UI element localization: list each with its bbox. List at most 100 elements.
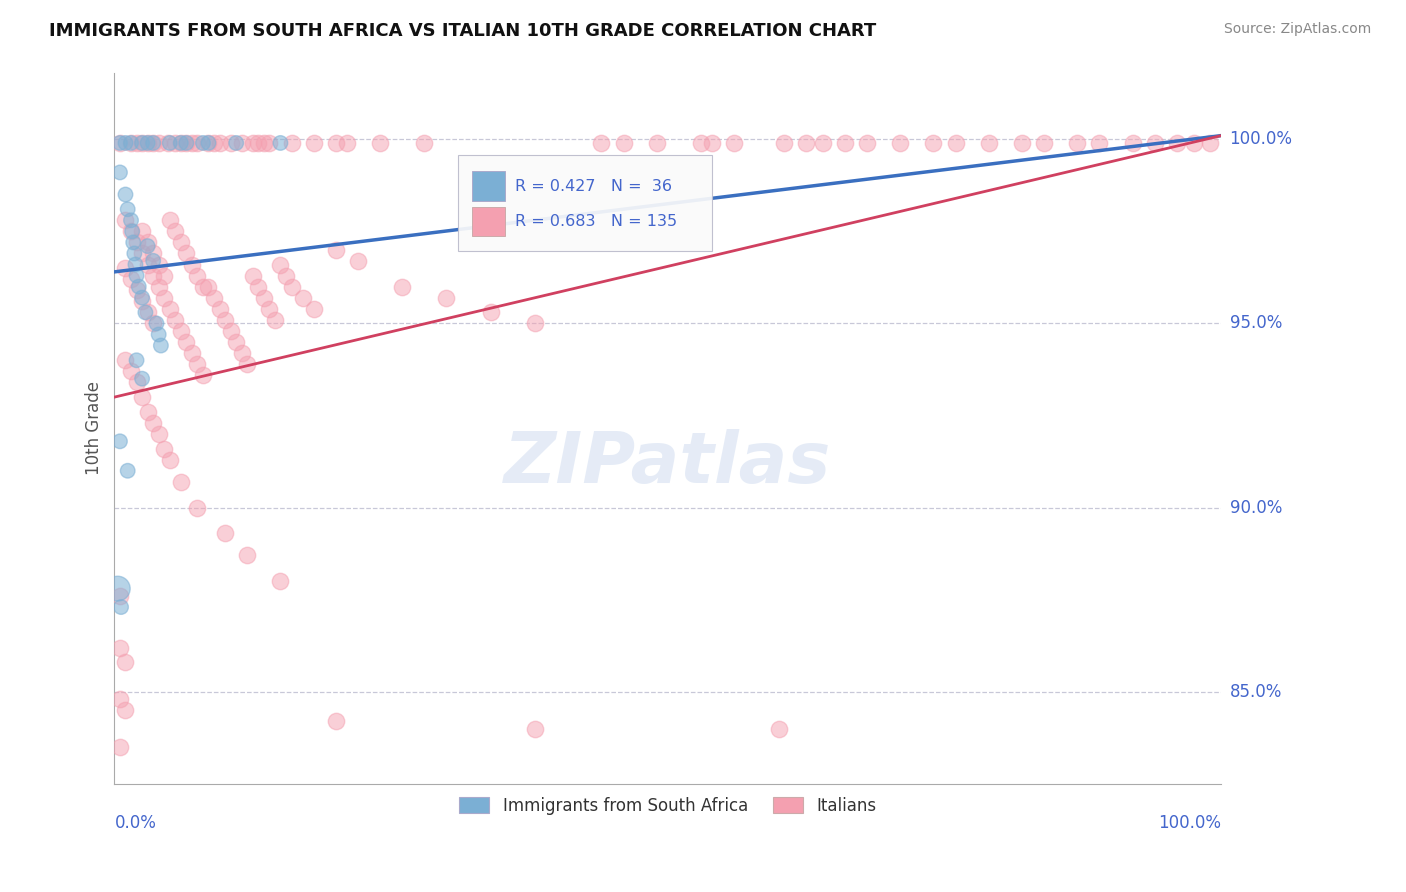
- Point: [269, 574, 291, 589]
- Point: [247, 136, 270, 150]
- Point: [368, 136, 391, 150]
- Point: [176, 136, 198, 150]
- Point: [347, 253, 370, 268]
- Point: [208, 136, 231, 150]
- Point: [773, 136, 796, 150]
- Point: [114, 655, 136, 669]
- Point: [723, 136, 745, 150]
- Point: [274, 268, 297, 283]
- Point: [107, 582, 129, 596]
- Point: [148, 258, 170, 272]
- Point: [612, 136, 634, 150]
- Point: [136, 235, 159, 250]
- Text: R = 0.427   N =  36: R = 0.427 N = 36: [515, 178, 672, 194]
- Point: [114, 703, 136, 717]
- Point: [186, 268, 208, 283]
- Point: [219, 324, 242, 338]
- Point: [125, 235, 148, 250]
- Point: [159, 301, 181, 316]
- Point: [136, 136, 159, 150]
- Point: [325, 714, 347, 729]
- Point: [591, 136, 613, 150]
- Point: [269, 136, 291, 150]
- Point: [124, 246, 146, 260]
- Point: [176, 246, 198, 260]
- Point: [142, 136, 165, 150]
- Point: [170, 136, 193, 150]
- Point: [242, 268, 264, 283]
- Point: [302, 301, 325, 316]
- Point: [208, 301, 231, 316]
- Text: 0.0%: 0.0%: [114, 814, 156, 832]
- Point: [125, 353, 148, 368]
- Point: [413, 136, 436, 150]
- Point: [1088, 136, 1111, 150]
- Point: [945, 136, 967, 150]
- Point: [136, 239, 159, 253]
- Text: 90.0%: 90.0%: [1230, 499, 1282, 516]
- Point: [191, 279, 214, 293]
- Text: IMMIGRANTS FROM SOUTH AFRICA VS ITALIAN 10TH GRADE CORRELATION CHART: IMMIGRANTS FROM SOUTH AFRICA VS ITALIAN …: [49, 22, 876, 40]
- Point: [977, 136, 1000, 150]
- FancyBboxPatch shape: [472, 207, 505, 236]
- Point: [131, 390, 153, 404]
- Point: [156, 136, 179, 150]
- Point: [219, 136, 242, 150]
- Point: [524, 317, 547, 331]
- Point: [120, 272, 142, 286]
- Point: [120, 213, 142, 227]
- Point: [120, 364, 142, 378]
- Point: [142, 136, 165, 150]
- Point: [191, 136, 214, 150]
- Point: [176, 334, 198, 349]
- Point: [176, 136, 198, 150]
- Point: [231, 136, 253, 150]
- Point: [128, 279, 150, 293]
- Point: [131, 136, 153, 150]
- Point: [108, 589, 131, 603]
- Point: [136, 305, 159, 319]
- Point: [197, 136, 219, 150]
- Point: [269, 258, 291, 272]
- Point: [131, 372, 153, 386]
- FancyBboxPatch shape: [472, 171, 505, 201]
- Point: [225, 136, 247, 150]
- Point: [180, 258, 202, 272]
- Point: [165, 312, 187, 326]
- Point: [108, 692, 131, 706]
- Point: [214, 526, 236, 541]
- Point: [159, 452, 181, 467]
- Point: [291, 291, 314, 305]
- Text: 100.0%: 100.0%: [1230, 130, 1292, 148]
- Point: [1033, 136, 1056, 150]
- Point: [794, 136, 817, 150]
- Text: 85.0%: 85.0%: [1230, 682, 1282, 701]
- Point: [136, 136, 159, 150]
- Point: [479, 305, 502, 319]
- Point: [1166, 136, 1188, 150]
- Point: [242, 136, 264, 150]
- Point: [108, 136, 131, 150]
- Point: [145, 317, 167, 331]
- Point: [142, 268, 165, 283]
- Point: [114, 213, 136, 227]
- Point: [191, 368, 214, 382]
- Point: [114, 187, 136, 202]
- Point: [125, 136, 148, 150]
- Point: [336, 136, 359, 150]
- Point: [325, 243, 347, 257]
- Point: [253, 136, 276, 150]
- Point: [1011, 136, 1033, 150]
- Point: [148, 426, 170, 441]
- Point: [645, 136, 668, 150]
- Point: [120, 224, 142, 238]
- Point: [124, 258, 146, 272]
- Point: [1182, 136, 1205, 150]
- Point: [170, 235, 193, 250]
- Point: [690, 136, 713, 150]
- Legend: Immigrants from South Africa, Italians: Immigrants from South Africa, Italians: [453, 790, 883, 822]
- Point: [110, 600, 132, 615]
- Point: [159, 213, 181, 227]
- Text: ZIPatlas: ZIPatlas: [505, 429, 831, 499]
- Point: [186, 357, 208, 371]
